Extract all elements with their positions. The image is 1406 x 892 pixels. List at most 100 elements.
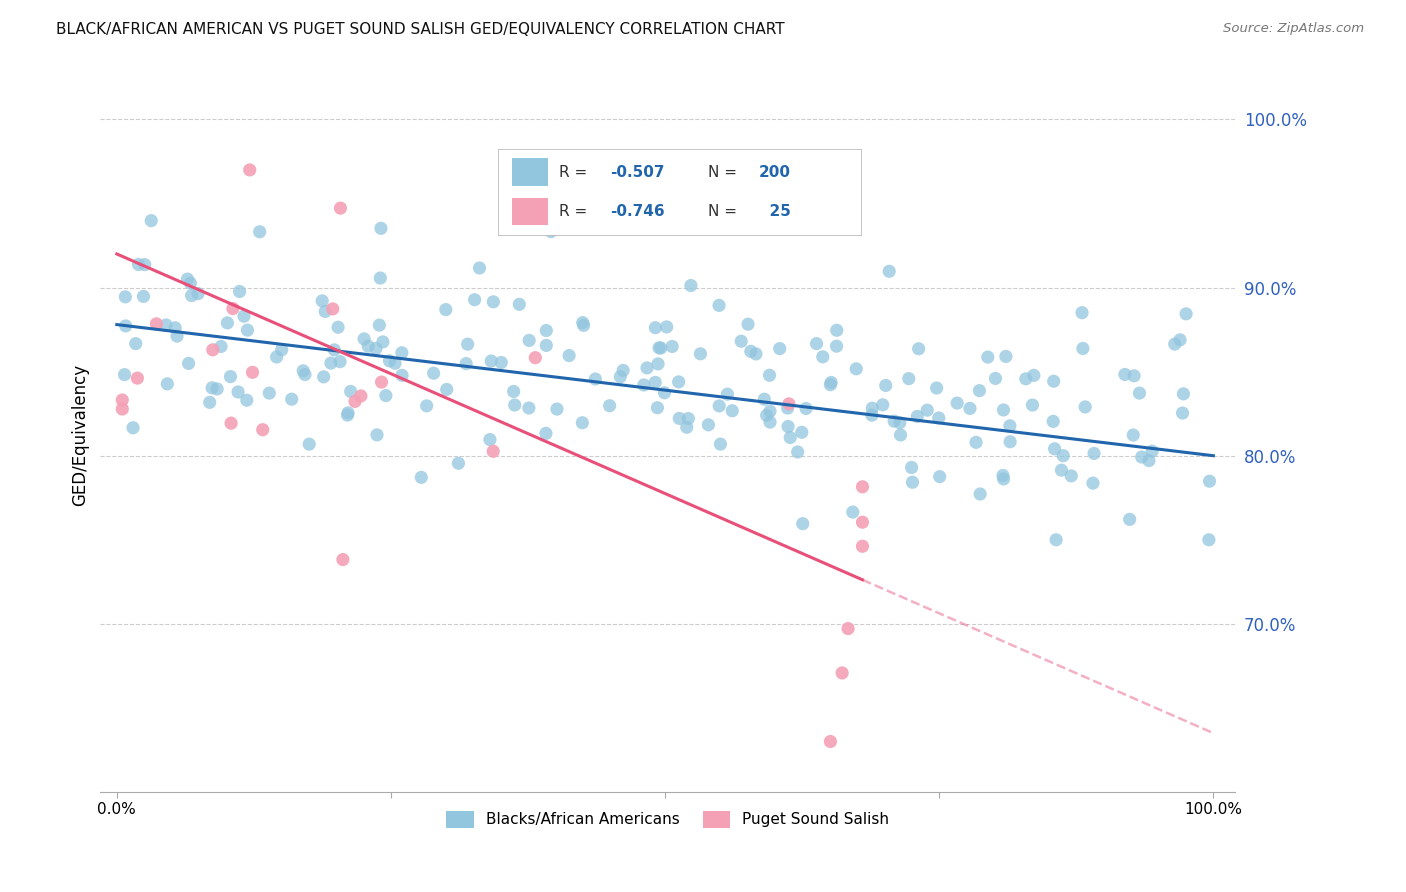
Point xyxy=(721,404,744,418)
Point xyxy=(411,470,433,484)
Point xyxy=(1074,400,1097,414)
Point xyxy=(127,371,149,385)
Point xyxy=(661,339,683,353)
Point xyxy=(644,320,666,334)
Point xyxy=(111,392,134,407)
Point xyxy=(368,271,391,285)
Point xyxy=(745,347,768,361)
Point xyxy=(132,289,155,303)
Point xyxy=(233,309,256,323)
Point xyxy=(831,665,853,680)
Point xyxy=(969,487,991,501)
Point xyxy=(141,213,163,227)
Point xyxy=(114,290,136,304)
Point xyxy=(998,418,1021,433)
Point xyxy=(350,389,373,403)
Point xyxy=(464,293,486,307)
Point xyxy=(1042,414,1064,428)
Point xyxy=(860,401,883,416)
Point xyxy=(125,336,148,351)
Point xyxy=(337,406,360,420)
Point xyxy=(1071,306,1094,320)
Point xyxy=(825,323,848,337)
Point xyxy=(709,399,731,413)
Point xyxy=(319,356,342,370)
Point xyxy=(312,369,335,384)
Point xyxy=(357,339,380,353)
Point xyxy=(655,320,678,334)
Point xyxy=(482,294,505,309)
Point xyxy=(778,397,800,411)
Point xyxy=(654,385,676,400)
Point xyxy=(820,377,842,392)
Point xyxy=(851,515,873,529)
Point xyxy=(991,468,1014,483)
Point xyxy=(134,258,156,272)
Point xyxy=(242,365,264,379)
Point xyxy=(478,433,501,447)
Point xyxy=(198,395,221,409)
Point xyxy=(689,347,711,361)
Point xyxy=(890,428,912,442)
Point xyxy=(1164,337,1187,351)
Point xyxy=(366,428,388,442)
Point xyxy=(572,318,595,333)
Point xyxy=(851,480,873,494)
Point xyxy=(609,369,631,384)
Point xyxy=(524,351,547,365)
Point xyxy=(540,225,562,239)
Point xyxy=(1071,342,1094,356)
Point xyxy=(280,392,302,407)
Point xyxy=(860,408,883,422)
Point xyxy=(155,318,177,332)
Point xyxy=(205,382,228,396)
Point xyxy=(877,264,900,278)
Point xyxy=(1128,386,1150,401)
Point xyxy=(845,361,868,376)
Point xyxy=(925,381,948,395)
Point xyxy=(266,350,288,364)
Point xyxy=(176,272,198,286)
Point xyxy=(647,401,669,415)
Point xyxy=(794,401,817,416)
Point xyxy=(901,475,924,490)
Point xyxy=(298,437,321,451)
Point xyxy=(1045,533,1067,547)
Point xyxy=(323,343,346,357)
Point xyxy=(668,375,690,389)
Point xyxy=(415,399,437,413)
Point xyxy=(239,162,262,177)
Point xyxy=(517,401,540,415)
Point xyxy=(779,431,801,445)
Point xyxy=(697,417,720,432)
Point xyxy=(371,334,394,349)
Point xyxy=(716,387,738,401)
Point xyxy=(339,384,361,399)
Point xyxy=(165,320,187,334)
Point xyxy=(883,414,905,428)
Point xyxy=(114,368,136,382)
Text: Source: ZipAtlas.com: Source: ZipAtlas.com xyxy=(1223,22,1364,36)
Point xyxy=(179,276,201,290)
Point xyxy=(1173,387,1195,401)
Point xyxy=(1114,368,1136,382)
Point xyxy=(612,363,634,377)
Point xyxy=(825,339,848,353)
Point xyxy=(851,539,873,553)
Point xyxy=(755,409,778,423)
Point xyxy=(900,460,922,475)
Point xyxy=(1021,398,1043,412)
Point xyxy=(114,318,136,333)
Point xyxy=(311,293,333,308)
Point xyxy=(457,337,479,351)
Point xyxy=(647,357,669,371)
Point xyxy=(790,425,813,440)
Point xyxy=(740,344,762,359)
Point xyxy=(644,376,666,390)
Point xyxy=(482,444,505,458)
Point xyxy=(1015,372,1038,386)
Point xyxy=(1060,468,1083,483)
Point xyxy=(776,401,799,416)
Point xyxy=(965,435,987,450)
Point xyxy=(228,285,250,299)
